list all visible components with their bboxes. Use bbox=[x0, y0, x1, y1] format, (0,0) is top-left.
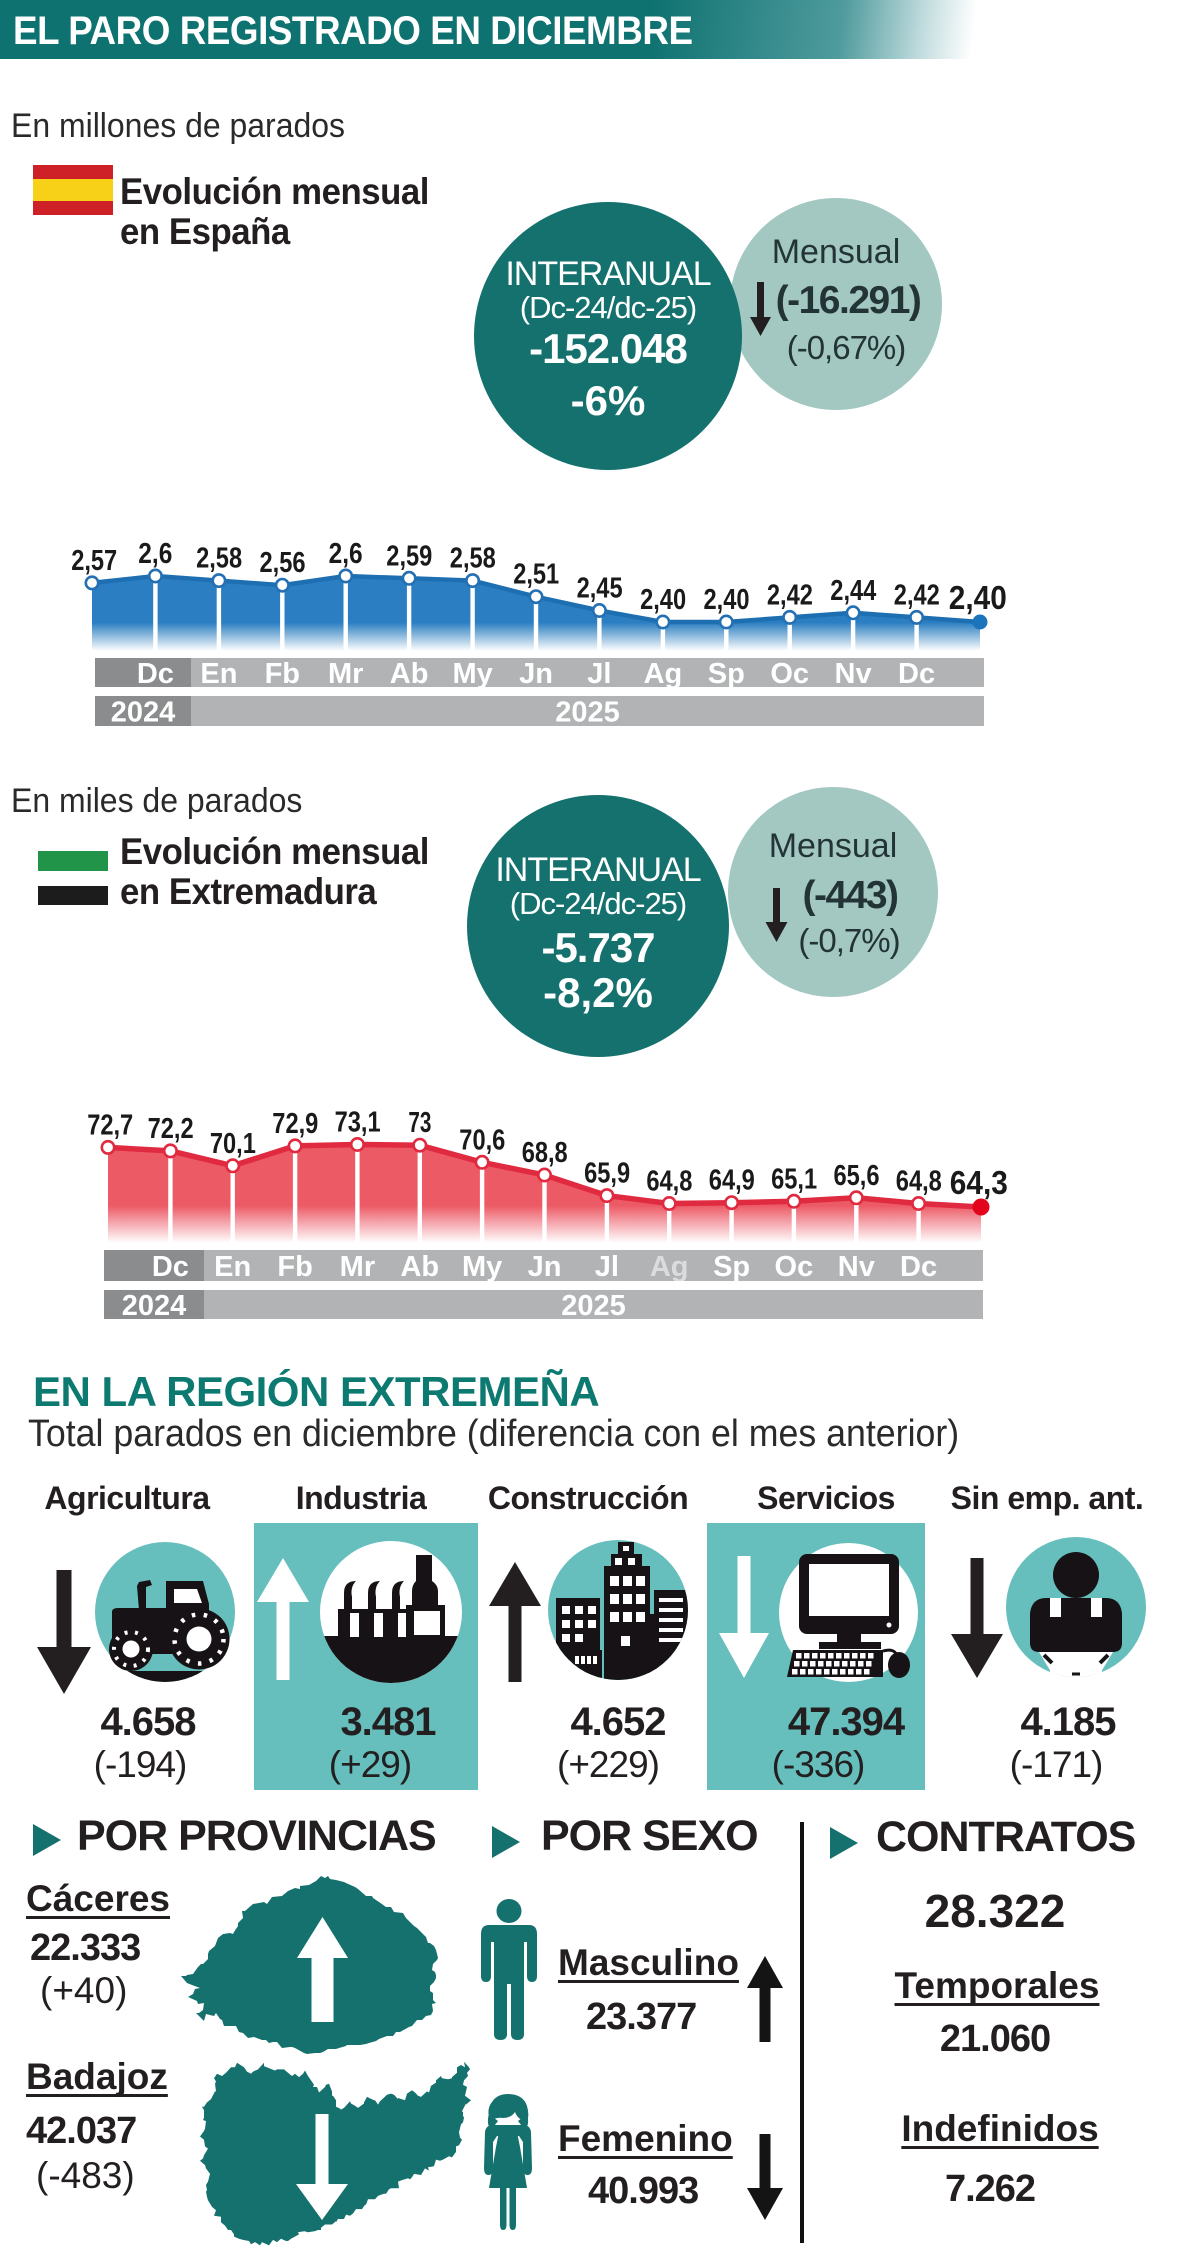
svg-text:2,58: 2,58 bbox=[196, 543, 242, 575]
svg-text:68,8: 68,8 bbox=[522, 1137, 568, 1169]
svg-text:72,7: 72,7 bbox=[87, 1109, 133, 1141]
svg-text:Jl: Jl bbox=[595, 1251, 619, 1283]
svg-text:2,6: 2,6 bbox=[138, 538, 172, 570]
svg-text:65,1: 65,1 bbox=[771, 1163, 817, 1195]
svg-text:2,45: 2,45 bbox=[577, 573, 623, 605]
svg-text:2,59: 2,59 bbox=[386, 540, 432, 572]
svg-text:Fb: Fb bbox=[265, 658, 300, 690]
svg-text:Ab: Ab bbox=[390, 658, 429, 690]
svg-text:2,44: 2,44 bbox=[830, 575, 876, 607]
svg-text:64,3: 64,3 bbox=[950, 1164, 1008, 1201]
svg-text:2,56: 2,56 bbox=[260, 547, 306, 579]
svg-text:73,1: 73,1 bbox=[335, 1108, 381, 1139]
svg-text:2,40: 2,40 bbox=[704, 584, 750, 616]
svg-text:64,8: 64,8 bbox=[896, 1166, 942, 1198]
svg-text:Oc: Oc bbox=[775, 1251, 814, 1283]
svg-text:Mr: Mr bbox=[328, 658, 363, 690]
svg-text:2,40: 2,40 bbox=[949, 579, 1007, 616]
svg-text:Oc: Oc bbox=[770, 658, 809, 690]
svg-text:Dc: Dc bbox=[900, 1251, 937, 1283]
svg-text:65,6: 65,6 bbox=[834, 1160, 880, 1192]
svg-text:64,9: 64,9 bbox=[709, 1165, 755, 1197]
svg-text:65,9: 65,9 bbox=[584, 1158, 630, 1190]
svg-text:73: 73 bbox=[408, 1108, 431, 1139]
svg-text:70,1: 70,1 bbox=[210, 1128, 256, 1160]
svg-text:2,57: 2,57 bbox=[71, 545, 117, 577]
svg-text:2,42: 2,42 bbox=[894, 579, 940, 611]
svg-text:2,42: 2,42 bbox=[767, 579, 813, 611]
svg-text:My: My bbox=[462, 1251, 502, 1283]
svg-text:En: En bbox=[200, 658, 237, 690]
svg-text:2,51: 2,51 bbox=[513, 559, 559, 591]
svg-text:Jl: Jl bbox=[587, 658, 611, 690]
svg-text:Ag: Ag bbox=[650, 1251, 689, 1283]
svg-text:2025: 2025 bbox=[561, 1290, 626, 1322]
svg-text:Nv: Nv bbox=[838, 1251, 875, 1283]
svg-text:Ag: Ag bbox=[644, 658, 683, 690]
svg-text:Jn: Jn bbox=[519, 658, 553, 690]
svg-text:Nv: Nv bbox=[835, 658, 872, 690]
svg-text:72,9: 72,9 bbox=[272, 1108, 318, 1140]
svg-text:Dc: Dc bbox=[152, 1251, 189, 1283]
svg-text:72,2: 72,2 bbox=[148, 1113, 194, 1145]
svg-text:Dc: Dc bbox=[137, 658, 174, 690]
svg-text:2025: 2025 bbox=[555, 697, 620, 729]
svg-text:Sp: Sp bbox=[708, 658, 745, 690]
svg-text:2024: 2024 bbox=[111, 697, 176, 729]
svg-text:My: My bbox=[452, 658, 492, 690]
svg-text:64,8: 64,8 bbox=[646, 1166, 692, 1198]
svg-text:Mr: Mr bbox=[340, 1251, 375, 1283]
svg-text:70,6: 70,6 bbox=[459, 1124, 505, 1156]
svg-text:Dc: Dc bbox=[898, 658, 935, 690]
svg-text:2024: 2024 bbox=[122, 1290, 187, 1322]
svg-text:2,40: 2,40 bbox=[640, 584, 686, 616]
svg-text:Jn: Jn bbox=[528, 1251, 562, 1283]
svg-text:En: En bbox=[214, 1251, 251, 1283]
svg-text:2,58: 2,58 bbox=[450, 543, 496, 575]
svg-text:Fb: Fb bbox=[277, 1251, 312, 1283]
svg-text:Ab: Ab bbox=[400, 1251, 439, 1283]
svg-text:2,6: 2,6 bbox=[329, 538, 363, 570]
svg-text:Sp: Sp bbox=[713, 1251, 750, 1283]
